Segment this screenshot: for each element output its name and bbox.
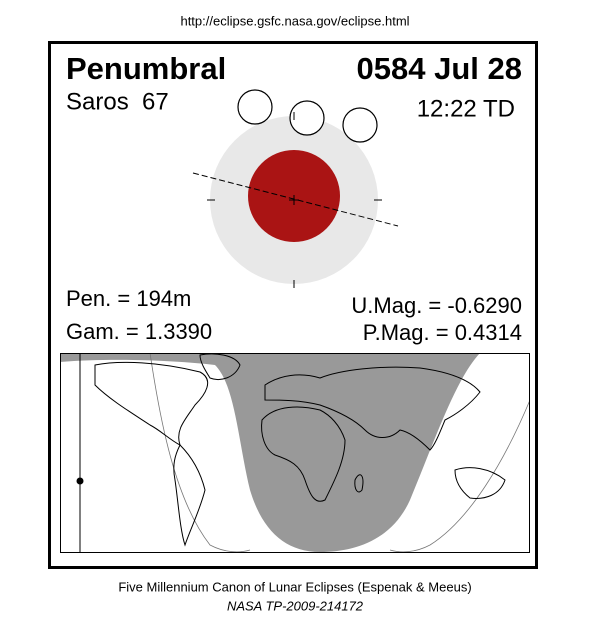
saros: Saros 67 xyxy=(66,88,169,115)
visibility-zone xyxy=(60,353,480,552)
canon-credit: Five Millennium Canon of Lunar Eclipses … xyxy=(118,579,471,594)
ecliptic xyxy=(192,172,399,227)
penumbral-magnitude: P.Mag. = 0.4314 xyxy=(363,320,522,345)
eclipse-geometry xyxy=(192,89,399,288)
ticks xyxy=(207,112,382,288)
umbral-magnitude: U.Mag. = -0.6290 xyxy=(351,293,522,318)
source-url: http://eclipse.gsfc.nasa.gov/eclipse.htm… xyxy=(180,13,409,28)
report-number: NASA TP-2009-214172 xyxy=(227,598,364,613)
eclipse-date: 0584 Jul 28 xyxy=(357,51,522,86)
visibility-map xyxy=(60,353,530,553)
moon xyxy=(237,89,273,125)
penumbral-duration: Pen. = 194m xyxy=(66,286,191,311)
eclipse-type: Penumbral xyxy=(66,51,226,86)
penumbral-contact xyxy=(149,353,251,553)
greatest-eclipse-point xyxy=(76,477,84,485)
map-border xyxy=(60,353,530,553)
moon xyxy=(289,100,325,136)
coastlines xyxy=(94,353,506,547)
frame xyxy=(48,41,538,569)
gamma: Gam. = 1.3390 xyxy=(66,319,212,344)
eclipse-time: 12:22 TD xyxy=(417,95,515,122)
moon xyxy=(342,107,378,143)
penumbral-contact xyxy=(389,399,530,553)
